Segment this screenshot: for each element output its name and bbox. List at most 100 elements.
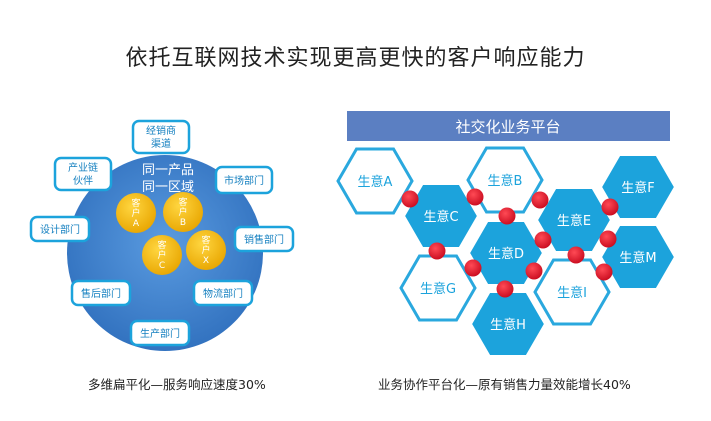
customer-label: 户 [157, 249, 166, 261]
connector-dot [525, 262, 543, 280]
customer-label: A [133, 219, 140, 229]
department-label: 销售部门 [244, 233, 284, 246]
connector-dot [401, 190, 419, 208]
department-label: 售后部门 [81, 287, 121, 300]
connector-dot [534, 231, 552, 249]
connector-dots [401, 188, 619, 298]
hexagon-node: 生意E [535, 187, 613, 253]
customer-label: C [159, 261, 165, 271]
customer-label: 户 [178, 206, 187, 218]
department-box: 市场部门 [214, 165, 274, 195]
hexagon-label: 生意E [557, 213, 591, 229]
hexagon-node: 生意G [399, 254, 477, 322]
connector-dot [428, 242, 446, 260]
hexagon-shape [533, 258, 611, 326]
department-frame [29, 215, 91, 243]
customer-circle [116, 193, 156, 233]
hexagon-node: 生意I [533, 258, 611, 326]
department-box: 销售部门 [233, 225, 295, 253]
social-platform-diagram: 社交化业务平台 生意A 生意B 生意C 生意D 生意E 生意F 生意G 生意H 生意I 生意M [336, 111, 677, 357]
connector-dot [567, 246, 585, 264]
hexagon-grid: 生意A 生意B 生意C 生意D 生意E 生意F 生意G 生意H 生意I 生意M [336, 146, 677, 357]
department-frame [53, 156, 113, 192]
platform-header: 社交化业务平台 [455, 118, 560, 136]
connector-dot [498, 207, 516, 225]
department-label: 伙伴 [73, 174, 93, 187]
connector-dot [531, 191, 549, 209]
platform-header-box [347, 111, 670, 141]
customer-label: 户 [131, 207, 140, 219]
connector-dot [466, 188, 484, 206]
hexagon-node: 生意H [469, 291, 547, 357]
department-frame [192, 279, 254, 307]
hexagon-label: 生意D [488, 246, 524, 262]
department-frame [214, 165, 274, 195]
connector-dot [464, 259, 482, 277]
hexagon-shape [535, 187, 613, 253]
hexagon-shape [466, 146, 544, 214]
customer-label: 客 [201, 234, 210, 246]
hexagon-node: 生意B [466, 146, 544, 214]
customer-label: X [203, 256, 209, 266]
department-frame [233, 225, 295, 253]
customer-node: 客户B [163, 192, 203, 232]
hexagon-label: 生意H [490, 317, 526, 333]
right-caption: 业务协作平台化—原有销售力量效能增长40% [378, 377, 631, 392]
department-frame [129, 319, 191, 347]
customer-circle [142, 235, 182, 275]
connector-dot [496, 280, 514, 298]
department-label: 产业链 [68, 161, 98, 174]
hexagon-node: 生意M [599, 224, 677, 290]
department-box: 售后部门 [70, 279, 132, 307]
page-title: 依托互联网技术实现更高更快的客户响应能力 [125, 46, 586, 71]
connector-dot [595, 263, 613, 281]
left-caption: 多维扁平化—服务响应速度30% [88, 377, 266, 392]
hexagon-label: 生意C [423, 209, 458, 225]
hexagon-label: 生意B [488, 173, 523, 189]
hexagon-label: 生意F [621, 180, 654, 196]
center-label-line1: 同一产品 [142, 163, 194, 178]
department-box: 物流部门 [192, 279, 254, 307]
hexagon-shape [336, 147, 414, 215]
customer-label: B [180, 218, 186, 228]
hexagon-node: 生意F [599, 154, 677, 220]
hexagon-shape [469, 291, 547, 357]
customer-label: 客 [157, 239, 166, 251]
center-label-line2: 同一区域 [142, 180, 194, 195]
customer-circle [163, 192, 203, 232]
customer-label: 客 [131, 197, 140, 209]
hexagon-node: 生意A [336, 147, 414, 215]
hexagon-label: 生意I [557, 285, 587, 301]
department-label: 设计部门 [40, 223, 80, 236]
hexagon-node: 生意C [402, 183, 480, 249]
customer-node: 客户X [186, 230, 226, 270]
department-label: 市场部门 [224, 174, 264, 187]
department-label: 生产部门 [140, 327, 180, 340]
hexagon-shape [599, 154, 677, 220]
hexagon-shape [399, 254, 477, 322]
customer-node: 客户A [116, 193, 156, 233]
customer-circle [186, 230, 226, 270]
connector-dot [601, 198, 619, 216]
customer-node: 客户C [142, 235, 182, 275]
department-label: 物流部门 [203, 287, 243, 300]
department-box: 生产部门 [129, 319, 191, 347]
hexagon-node: 生意D [467, 220, 545, 286]
department-frame [70, 279, 132, 307]
hexagon-label: 生意G [420, 281, 456, 297]
customer-label: 客 [178, 196, 187, 208]
hexagon-label: 生意M [619, 250, 656, 266]
hexagon-shape [402, 183, 480, 249]
department-box: 设计部门 [29, 215, 91, 243]
connector-dot [599, 230, 617, 248]
hexagon-shape [599, 224, 677, 290]
department-frame [131, 119, 191, 155]
department-label: 渠道 [151, 137, 171, 150]
hexagon-shape [467, 220, 545, 286]
hexagon-label: 生意A [358, 174, 393, 190]
